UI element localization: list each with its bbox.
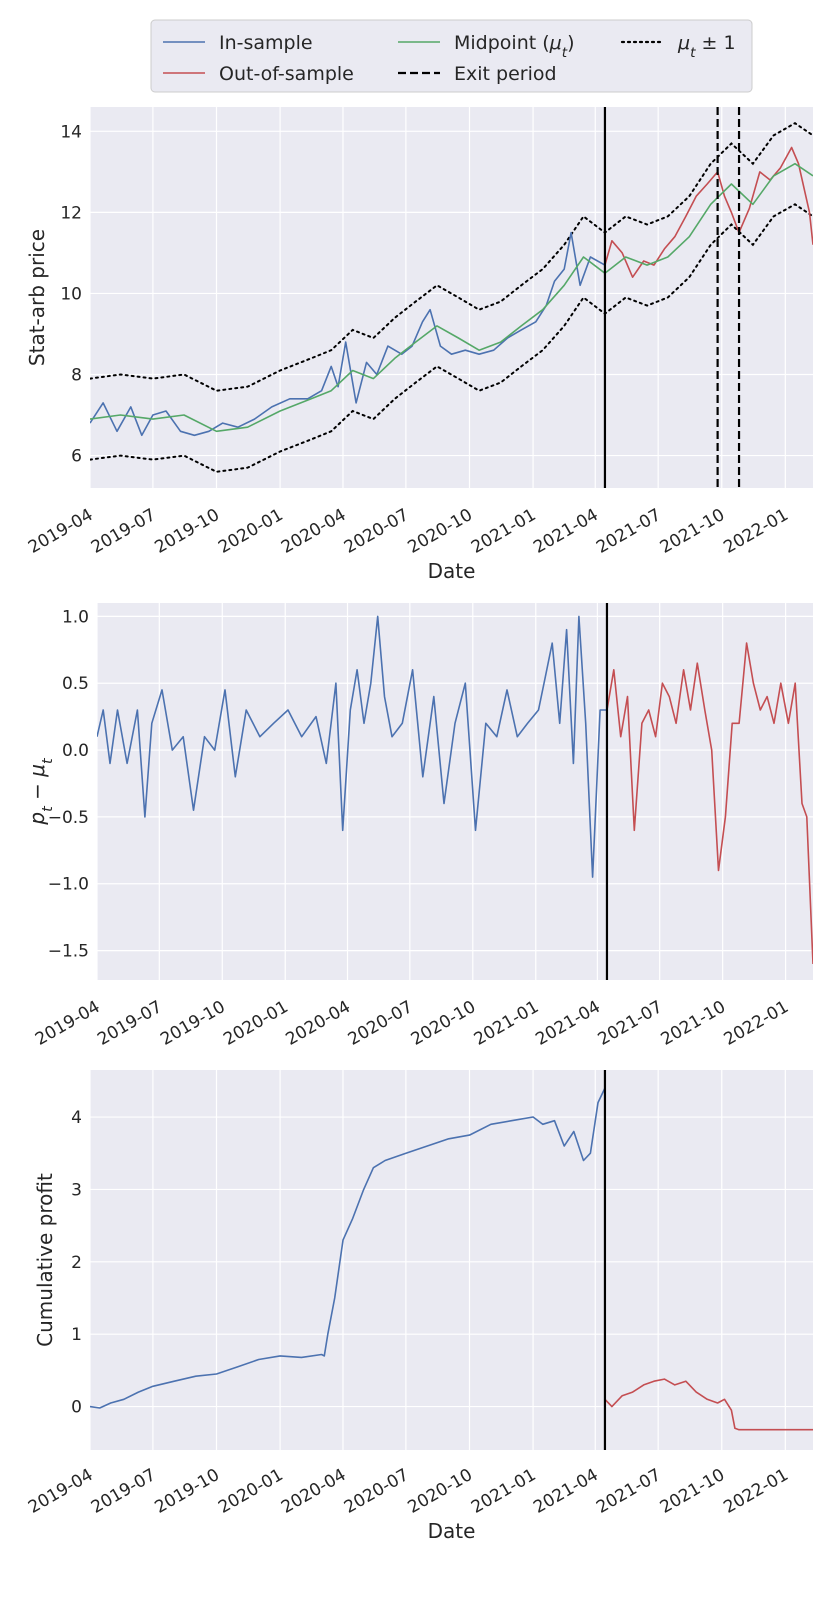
x-tick-label: 2019-04 xyxy=(32,997,104,1050)
y-tick-label: 3 xyxy=(71,1180,82,1200)
y-tick-label: 0 xyxy=(71,1398,82,1418)
y-tick-label: 0.5 xyxy=(62,674,89,694)
in-sample-line xyxy=(97,615,607,878)
x-tick-label: 2021-07 xyxy=(593,1465,665,1518)
series-group xyxy=(90,122,813,473)
x-tick-label: 2021-01 xyxy=(468,505,540,558)
x-tick-label: 2019-07 xyxy=(88,1465,160,1518)
x-tick-label: 2021-10 xyxy=(657,505,729,558)
plot-area xyxy=(90,107,813,488)
legend-label: μt ± 1 xyxy=(677,32,736,61)
x-tick-label: 2020-01 xyxy=(215,505,287,558)
x-tick-label: 2022-01 xyxy=(720,505,792,558)
x-tick-label: 2019-10 xyxy=(151,1465,223,1518)
x-tick-label: 2021-04 xyxy=(530,1465,602,1518)
x-tick-label: 2022-01 xyxy=(721,997,793,1050)
y-tick-label: 6 xyxy=(71,447,82,467)
midpoint-line xyxy=(90,162,813,433)
x-tick-label: 2021-01 xyxy=(471,997,543,1050)
x-tick-label: 2021-07 xyxy=(595,997,667,1050)
y-tick-label: 4 xyxy=(71,1108,82,1128)
y-axis-label: pt − μt xyxy=(25,757,56,826)
x-tick-label: 2019-10 xyxy=(151,505,223,558)
y-tick-label: 0.0 xyxy=(62,741,89,761)
series-group xyxy=(90,1087,813,1431)
x-tick-label: 2020-10 xyxy=(408,997,480,1050)
x-tick-label: 2021-10 xyxy=(657,1465,729,1518)
y-tick-label: −1.0 xyxy=(48,875,89,895)
x-tick-label: 2021-04 xyxy=(530,505,602,558)
x-axis-label: Date xyxy=(428,559,476,583)
x-tick-label: 2019-07 xyxy=(88,505,160,558)
legend-box xyxy=(150,19,753,93)
panel-price: 2019-042019-072019-102020-012020-042020-… xyxy=(25,107,813,583)
in-sample-line xyxy=(90,1087,606,1409)
x-tick-label: 2022-01 xyxy=(720,1465,792,1518)
x-tick-label: 2021-04 xyxy=(532,997,604,1050)
out-of-sample-line xyxy=(606,642,813,965)
x-tick-label: 2019-04 xyxy=(25,1465,97,1518)
x-tick-label: 2020-07 xyxy=(345,997,417,1050)
y-tick-label: 12 xyxy=(60,203,82,223)
y-tick-label: 1 xyxy=(71,1325,82,1345)
x-tick-label: 2019-10 xyxy=(157,997,229,1050)
y-tick-label: −0.5 xyxy=(48,808,89,828)
legend-label: Midpoint (μt) xyxy=(454,32,575,61)
legend-label: Exit period xyxy=(454,63,557,85)
x-tick-label: 2019-04 xyxy=(25,505,97,558)
y-tick-label: 10 xyxy=(60,284,82,304)
y-axis-label: Cumulative profit xyxy=(33,1173,57,1347)
upper-band-line xyxy=(90,122,813,392)
panel-profit: 2019-042019-072019-102020-012020-042020-… xyxy=(25,1070,813,1543)
x-tick-label: 2020-04 xyxy=(278,505,350,558)
x-tick-label: 2020-04 xyxy=(278,1465,350,1518)
y-tick-label: 14 xyxy=(60,122,82,142)
x-tick-label: 2021-10 xyxy=(658,997,730,1050)
x-tick-label: 2020-07 xyxy=(341,505,413,558)
y-tick-label: 8 xyxy=(71,366,82,386)
x-tick-label: 2020-10 xyxy=(404,505,476,558)
series-group xyxy=(97,615,813,965)
plot-area xyxy=(90,1070,813,1450)
x-tick-label: 2020-04 xyxy=(283,997,355,1050)
y-tick-label: 1.0 xyxy=(62,607,89,627)
x-tick-label: 2020-07 xyxy=(341,1465,413,1518)
legend: In-sample Out-of-sample Midpoint (μt)Exit … xyxy=(150,19,753,93)
x-tick-label: 2021-07 xyxy=(593,505,665,558)
legend-label: In-sample xyxy=(219,32,313,54)
out-of-sample-line xyxy=(604,1378,813,1431)
lower-band-line xyxy=(90,203,813,473)
y-axis-label: Stat-arb price xyxy=(25,229,49,366)
y-tick-label: −1.5 xyxy=(48,942,89,962)
plot-area xyxy=(97,603,813,980)
in-sample-line xyxy=(90,231,606,437)
x-tick-label: 2021-01 xyxy=(468,1465,540,1518)
x-tick-label: 2020-10 xyxy=(404,1465,476,1518)
x-tick-label: 2019-07 xyxy=(94,997,166,1050)
x-tick-label: 2020-01 xyxy=(215,1465,287,1518)
legend-label: Out-of-sample xyxy=(219,63,354,85)
y-tick-label: 2 xyxy=(71,1253,82,1273)
panel-spread: 2019-042019-072019-102020-012020-042020-… xyxy=(25,603,813,1050)
x-axis-label: Date xyxy=(428,1519,476,1543)
x-tick-label: 2020-01 xyxy=(220,997,292,1050)
